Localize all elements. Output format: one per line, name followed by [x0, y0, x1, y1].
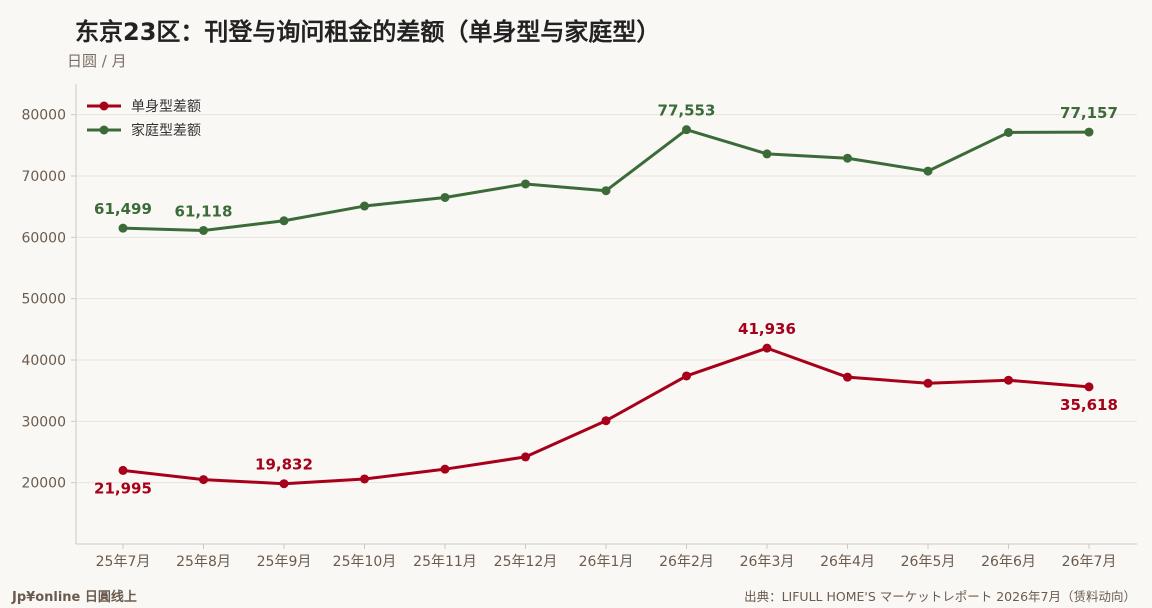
family-data-point: [1004, 127, 1013, 137]
x-tick-label: 26年7月: [1062, 554, 1117, 570]
single-data-label: 41,936: [738, 320, 796, 338]
y-tick-label: 80000: [21, 108, 66, 124]
family-data-point: [601, 186, 611, 196]
family-data-label: 61,499: [94, 200, 152, 218]
single-data-label: 19,832: [255, 456, 313, 474]
data-labels: 21,995 19,832 41,936 35,618 61,499 61,118 77,5…: [94, 102, 1118, 498]
x-tick-label: 25年12月: [494, 554, 558, 570]
single-data-point: [843, 372, 852, 382]
family-data-label: 61,118: [175, 202, 233, 220]
family-data-point: [360, 201, 369, 211]
family-data-point: [1084, 127, 1094, 137]
x-tick-label: 25年11月: [413, 554, 477, 570]
family-data-point: [440, 192, 450, 202]
single-data-point: [440, 464, 450, 474]
x-tick-label: 25年7月: [96, 554, 151, 570]
x-tick-label: 26年5月: [901, 554, 956, 570]
family-data-point: [279, 216, 289, 226]
grid-lines: [76, 114, 1137, 484]
single-data-point: [682, 371, 691, 381]
y-tick-label: 30000: [21, 414, 66, 430]
x-tick-label: 26年3月: [740, 554, 795, 570]
single-data-point: [118, 465, 128, 475]
family-legend-label: 家庭型差额: [131, 122, 201, 139]
x-tick-label: 26年4月: [820, 554, 875, 570]
single-legend-marker: [99, 101, 109, 111]
single-data-point: [601, 416, 611, 426]
single-data-point: [360, 474, 369, 484]
chart-title: 东京23区：刊登与询问租金的差额（单身型与家庭型）: [75, 18, 661, 46]
family-data-point: [682, 125, 691, 135]
x-tick-label: 26年2月: [659, 554, 714, 570]
source-note: 出典：LIFULL HOME'S マーケットレポート 2026年7月（赁料动向）: [744, 589, 1136, 604]
family-series-line: [122, 128, 1090, 232]
y-tick-label: 60000: [21, 230, 66, 246]
single-data-point: [762, 343, 772, 353]
y-tick-label: 20000: [21, 476, 66, 492]
family-data-point: [762, 149, 772, 159]
family-data-label: 77,157: [1060, 104, 1118, 122]
series-lines: [118, 125, 1094, 489]
y-axis-unit: 日圆 / 月: [67, 52, 127, 70]
single-legend-label: 单身型差额: [131, 99, 201, 115]
single-data-point: [1084, 382, 1094, 392]
x-tick-label: 25年10月: [333, 554, 397, 570]
brand-watermark: Jp¥online 日圓线上: [12, 590, 137, 605]
x-tick-label: 26年6月: [981, 554, 1036, 570]
single-data-label: 35,618: [1060, 396, 1118, 414]
single-data-point: [279, 479, 289, 489]
family-data-label: 77,553: [658, 102, 716, 120]
single-data-label: 21,995: [94, 479, 152, 497]
y-tick-label: 50000: [21, 292, 66, 308]
family-data-point: [923, 166, 933, 176]
single-data-point: [923, 378, 933, 388]
family-data-point: [521, 179, 530, 189]
axes: 20000 30000 40000 50000 60000 70000 80000 25年7月…: [21, 84, 1137, 570]
family-data-point: [843, 153, 852, 163]
y-tick-label: 40000: [21, 353, 66, 369]
y-tick-label: 70000: [21, 169, 66, 185]
x-tick-label: 26年1月: [579, 554, 634, 570]
x-tick-label: 25年8月: [176, 554, 231, 570]
family-legend-marker: [99, 125, 109, 135]
single-data-point: [521, 452, 530, 462]
x-tick-label: 25年9月: [257, 554, 312, 570]
single-data-point: [1004, 375, 1013, 385]
single-data-point: [199, 475, 208, 485]
family-data-point: [199, 225, 208, 235]
family-data-point: [118, 223, 128, 233]
